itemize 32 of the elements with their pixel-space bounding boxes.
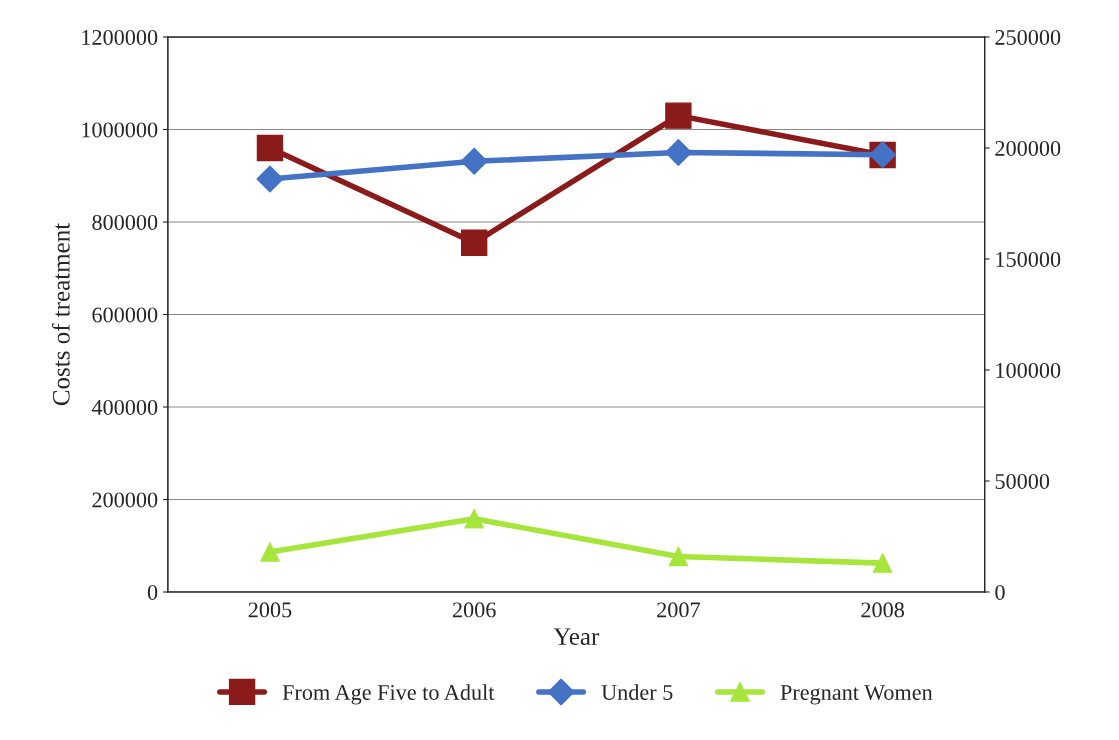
x-tick-label: 2005	[248, 602, 292, 618]
x-tick-label: 2008	[861, 602, 904, 618]
y-axis-title: Costs of treatment	[51, 223, 70, 406]
point	[872, 553, 893, 573]
point	[664, 138, 692, 166]
point	[260, 542, 280, 562]
x-tick-label: 2007	[657, 602, 700, 618]
y2-tick-label: 0	[995, 584, 1005, 600]
point	[256, 134, 284, 162]
legend-label: Pregnant Women	[780, 685, 933, 705]
y-tick-label: 1200000	[82, 29, 158, 45]
y2-tick-label: 100000	[996, 362, 1061, 378]
y-tick-label: 800000	[92, 214, 158, 230]
point	[460, 147, 488, 175]
y-tick-label: 1000000	[82, 122, 158, 138]
y2-tick-label: 200000	[995, 140, 1061, 156]
y-tick-label: 400000	[91, 399, 158, 415]
point	[665, 102, 692, 129]
y2-tick-label: 50000	[995, 473, 1050, 489]
point	[464, 509, 484, 529]
legend-label: From Age Five to Adult	[282, 684, 495, 705]
y2-tick-label: 150000	[996, 251, 1061, 267]
point	[460, 229, 488, 257]
y-tick-label: 200000	[92, 492, 158, 508]
y2-tick-label: 250000	[995, 29, 1061, 45]
legend-label: Under 5	[601, 684, 673, 700]
x-axis-title: Year	[553, 628, 600, 646]
y-tick-label: 600000	[92, 307, 158, 323]
point	[668, 546, 689, 567]
x-tick-label: 2006	[452, 602, 496, 618]
point	[256, 165, 284, 193]
y-tick-label: 0	[147, 584, 158, 600]
